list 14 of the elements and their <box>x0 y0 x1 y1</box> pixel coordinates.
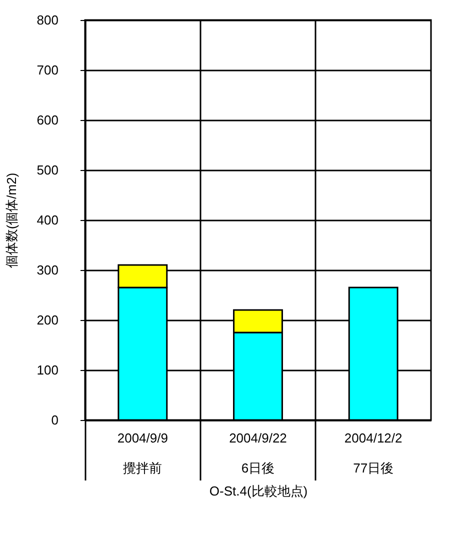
x-axis-title: O-St.4(比較地点) <box>209 483 308 498</box>
y-tick-label: 200 <box>36 312 58 328</box>
y-axis-title: 個体数(個体/m2) <box>4 172 19 268</box>
y-tick-label: 800 <box>36 12 58 28</box>
y-tick-label: 300 <box>36 262 58 278</box>
x-tick-label: 2004/12/2 77日後 <box>344 430 402 476</box>
y-tick-label: 0 <box>51 412 58 428</box>
y-tick-label: 100 <box>36 362 58 378</box>
y-tick-label: 700 <box>36 62 58 78</box>
x-tick-label: 2004/9/22 6日後 <box>229 430 287 476</box>
y-tick-label: 600 <box>36 112 58 128</box>
y-tick-label: 500 <box>36 162 58 178</box>
x-tick-label: 2004/9/9 攪拌前 <box>117 430 168 476</box>
y-tick-label: 400 <box>36 212 58 228</box>
